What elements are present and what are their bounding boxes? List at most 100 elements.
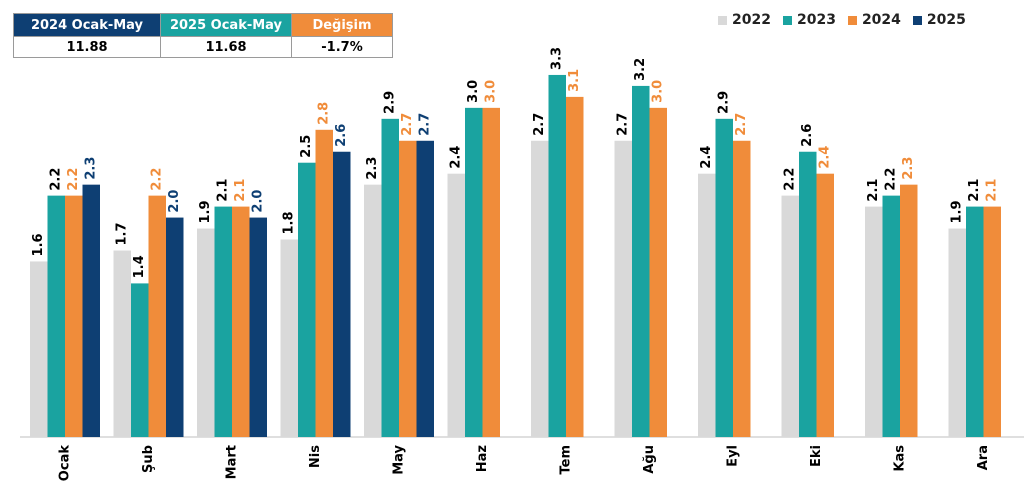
bar-2025-0: [82, 184, 100, 437]
bar-label-2022-8: 2.4: [699, 146, 714, 169]
bar-label-2025-1: 2.0: [167, 190, 182, 213]
bar-2022-9: [781, 195, 799, 437]
bar-label-2024-0: 2.2: [66, 168, 81, 191]
bar-2022-10: [865, 206, 883, 437]
bar-label-2022-0: 1.6: [31, 233, 46, 256]
bar-2024-5: [482, 107, 500, 437]
summary-value-change: -1.7%: [291, 36, 393, 58]
summary-value-2025: 11.68: [160, 36, 292, 58]
chart-legend: 2022 2023 2024 2025: [718, 12, 966, 28]
bar-label-2022-10: 2.1: [866, 179, 881, 202]
bar-label-2023-11: 2.1: [967, 179, 982, 202]
bar-2024-8: [733, 140, 751, 437]
bar-2023-0: [47, 195, 65, 437]
legend-label-2023: 2023: [796, 12, 836, 28]
legend-item-2022: 2022: [718, 12, 771, 28]
x-tick-label-5: Haz: [475, 445, 490, 472]
x-tick-label-8: Eyl: [726, 445, 741, 467]
bar-2022-7: [614, 140, 632, 437]
bar-2023-10: [882, 195, 900, 437]
bar-2022-4: [364, 184, 382, 437]
bar-label-2022-1: 1.7: [115, 222, 130, 245]
x-tick-label-2: Mart: [225, 445, 240, 479]
legend-label-2022: 2022: [732, 12, 771, 28]
bar-label-2024-10: 2.3: [901, 157, 916, 180]
bar-label-2025-4: 2.7: [418, 113, 433, 136]
bar-2022-3: [280, 239, 298, 437]
summary-table: 2024 Ocak-May 2025 Ocak-May Değişim 11.8…: [13, 13, 393, 58]
bar-2023-4: [381, 118, 399, 437]
bar-2024-1: [148, 195, 166, 437]
x-tick-label-0: Ocak: [58, 445, 73, 482]
bar-2022-0: [30, 261, 48, 437]
bar-label-2023-0: 2.2: [49, 168, 64, 191]
bar-label-2022-7: 2.7: [616, 113, 631, 136]
bar-2024-4: [399, 140, 417, 437]
bar-label-2024-7: 3.0: [651, 80, 666, 103]
x-tick-label-6: Tem: [559, 445, 574, 475]
bar-label-2023-9: 2.6: [800, 124, 815, 147]
bar-2023-9: [799, 151, 817, 437]
bar-label-2022-2: 1.9: [198, 201, 213, 224]
bar-label-2025-3: 2.6: [334, 124, 349, 147]
summary-header-change: Değişim: [291, 13, 393, 37]
bar-2023-3: [298, 162, 316, 437]
bar-label-2022-5: 2.4: [449, 146, 464, 169]
bar-label-2024-3: 2.8: [317, 102, 332, 125]
bar-2025-1: [166, 217, 184, 437]
bar-label-2023-6: 3.3: [550, 47, 565, 70]
bar-2022-1: [113, 250, 131, 437]
bar-2025-2: [249, 217, 267, 437]
legend-swatch-2023: [782, 15, 792, 25]
bar-label-2024-6: 3.1: [567, 69, 582, 92]
x-tick-label-10: Kas: [893, 445, 908, 472]
bar-label-2024-4: 2.7: [400, 113, 415, 136]
bar-label-2024-11: 2.1: [985, 179, 1000, 202]
bar-2022-5: [447, 173, 465, 437]
bar-2025-4: [416, 140, 434, 437]
bar-label-2023-8: 2.9: [717, 91, 732, 114]
bar-label-2022-4: 2.3: [365, 157, 380, 180]
legend-label-2024: 2024: [861, 12, 901, 28]
bar-2024-2: [232, 206, 250, 437]
bar-2024-3: [315, 129, 333, 438]
bar-2022-6: [531, 140, 549, 437]
bar-2024-7: [649, 107, 667, 437]
bar-2022-8: [698, 173, 716, 437]
x-tick-label-9: Eki: [809, 445, 824, 467]
bar-label-2025-2: 2.0: [251, 190, 266, 213]
bar-label-2023-4: 2.9: [383, 91, 398, 114]
bar-label-2023-5: 3.0: [466, 80, 481, 103]
bar-label-2023-7: 3.2: [633, 58, 648, 81]
bar-2023-1: [131, 283, 149, 437]
bar-2024-0: [65, 195, 83, 437]
legend-item-2023: 2023: [782, 12, 836, 28]
bar-label-2024-5: 3.0: [484, 80, 499, 103]
summary-header-2024: 2024 Ocak-May: [13, 13, 161, 37]
bar-2024-10: [900, 184, 918, 437]
bar-label-2022-9: 2.2: [783, 168, 798, 191]
x-tick-label-1: Şub: [141, 445, 156, 473]
bar-label-2023-3: 2.5: [299, 135, 314, 158]
bar-label-2024-8: 2.7: [734, 113, 749, 136]
x-tick-label-3: Nis: [308, 445, 323, 468]
bar-label-2022-3: 1.8: [282, 211, 297, 234]
bar-2024-11: [983, 206, 1001, 437]
bar-2023-11: [966, 206, 984, 437]
legend-item-2025: 2025: [912, 12, 966, 28]
bar-2022-2: [197, 228, 215, 437]
legend-swatch-2025: [912, 15, 922, 25]
bar-label-2024-2: 2.1: [233, 179, 248, 202]
legend-swatch-2022: [718, 15, 727, 25]
summary-value-2024: 11.88: [13, 36, 161, 58]
legend-item-2024: 2024: [847, 12, 901, 28]
summary-header-row: 2024 Ocak-May 2025 Ocak-May Değişim: [13, 13, 393, 37]
bar-2023-8: [715, 118, 733, 437]
bar-label-2022-6: 2.7: [532, 113, 547, 136]
bar-label-2023-10: 2.2: [884, 168, 899, 191]
legend-label-2025: 2025: [926, 12, 966, 28]
x-tick-label-11: Ara: [976, 445, 991, 470]
bar-label-2024-1: 2.2: [150, 168, 165, 191]
bar-2022-11: [948, 228, 966, 437]
